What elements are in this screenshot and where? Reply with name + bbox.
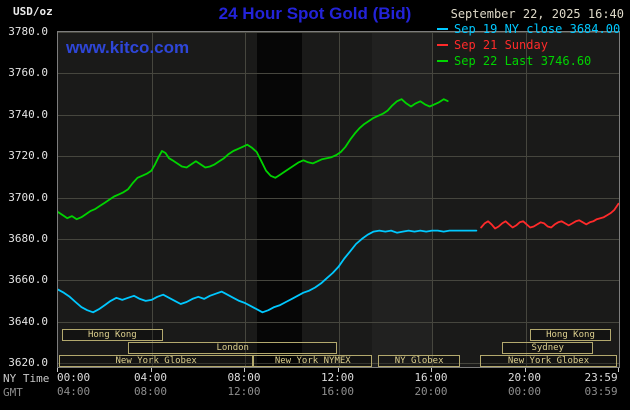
y-axis-tick-label: 3640.0 [8, 314, 48, 328]
market-session-box: London [128, 342, 338, 354]
grid-line-vertical [245, 32, 246, 367]
legend-item: Sep 21 Sunday [437, 37, 620, 53]
x-tick-label-ny: 16:00 [414, 371, 448, 384]
market-session-box: NY Globex [378, 355, 461, 367]
y-axis-tick-label: 3660.0 [8, 273, 48, 287]
price-line-sep19 [58, 229, 478, 314]
legend-item: Sep 22 Last 3746.60 [437, 53, 620, 69]
y-axis-tick-label: 3680.0 [8, 231, 48, 245]
x-tick-label-gmt: 20:00 [414, 385, 448, 398]
y-axis-tick-label: 3760.0 [8, 66, 48, 80]
x-tick-label-ny: 08:00 [227, 371, 261, 384]
grid-line-vertical [432, 32, 433, 367]
y-axis-labels: 3780.0 3760.0 3740.0 3720.0 3700.0 3680.0 3660… [0, 26, 52, 369]
x-axis-tick-mark [244, 368, 245, 372]
x-tick-label-gmt: 04:00 [57, 385, 91, 398]
x-tick-label-ny: 00:00 [57, 371, 91, 384]
x-axis-tick-mark [431, 368, 432, 372]
ny-time-axis-label: NY Time [3, 372, 50, 385]
x-axis-tick-mark [617, 368, 619, 372]
chart-datetime: September 22, 2025 16:40 [450, 7, 624, 21]
grid-line-horizontal [58, 114, 619, 116]
grid-line-horizontal [58, 156, 619, 158]
y-axis-tick-label: 3720.0 [8, 149, 48, 163]
gmt-axis-label: GMT [3, 386, 23, 399]
market-session-box: Sydney [502, 342, 594, 354]
x-tick-label-gmt: 12:00 [227, 385, 261, 398]
x-tick-label-gmt: 00:00 [507, 385, 542, 398]
x-axis-tick-mark [337, 368, 339, 372]
legend-line-marker [437, 28, 448, 30]
x-tick-label-ny: 20:00 [507, 371, 542, 384]
grid-line-vertical [151, 32, 153, 367]
x-tick-label-gmt: 08:00 [133, 385, 168, 398]
grid-line-horizontal [58, 73, 619, 75]
market-session-box: New York Globex [59, 355, 254, 367]
x-axis-tick-mark [524, 368, 526, 372]
x-tick-label-ny: 23:59 [584, 371, 618, 384]
y-axis-tick-label: 3780.0 [8, 25, 48, 38]
y-axis-tick-label: 3740.0 [8, 107, 48, 121]
legend-label: Sep 19 NY close 3684.00 [454, 22, 621, 36]
y-axis-tick-label: 3620.0 [8, 356, 48, 369]
legend-label: Sep 21 Sunday [454, 38, 548, 52]
grid-line-vertical [525, 32, 527, 367]
legend-item: Sep 19 NY close 3684.00 [437, 21, 620, 37]
legend-label: Sep 22 Last 3746.60 [454, 54, 592, 68]
x-tick-label-gmt: 16:00 [320, 385, 355, 398]
market-session-box: Hong Kong [61, 329, 164, 341]
grid-line-horizontal [58, 197, 619, 199]
legend: Sep 19 NY close 3684.00 Sep 21 Sunday Sep … [437, 21, 620, 69]
kitco-url-link[interactable]: www.kitco.com [66, 38, 190, 57]
legend-line-marker [437, 44, 448, 46]
market-session-box: Hong Kong [530, 329, 611, 341]
price-line-sep22 [58, 98, 449, 221]
x-axis-tick-mark [150, 368, 152, 372]
units-label: USD/oz [13, 5, 53, 18]
x-axis-ticks [57, 368, 620, 372]
grid-line-horizontal [58, 238, 619, 240]
grid-line-horizontal [58, 321, 619, 323]
grid-line-horizontal [58, 280, 619, 282]
grid-line-horizontal [58, 363, 619, 364]
x-tick-label-ny: 04:00 [133, 371, 168, 384]
chart-title: 24 Hour Spot Gold (Bid) [218, 4, 412, 23]
market-shade-band [372, 32, 434, 367]
grid-line-vertical [338, 32, 340, 367]
x-tick-label-ny: 12:00 [320, 371, 355, 384]
market-session-box: New York NYMEX [253, 355, 373, 367]
x-axis-labels-gmt: 04:00 08:00 12:00 16:00 20:00 00:00 03:59 [57, 386, 620, 398]
x-axis-tick-mark [57, 368, 58, 372]
price-lines-layer [58, 98, 619, 314]
y-axis-tick-label: 3700.0 [8, 190, 48, 204]
market-session-box: New York Globex [479, 355, 618, 367]
x-axis-labels-ny: 00:00 04:00 08:00 12:00 16:00 20:00 23:59 [57, 372, 620, 384]
grid-line-horizontal [58, 32, 619, 33]
legend-line-marker [437, 60, 448, 62]
x-tick-label-gmt: 03:59 [584, 385, 618, 398]
price-line-sep21 [480, 202, 619, 230]
plot-area: www.kitco.com Hong Kong Hong Kong London Sy… [57, 31, 620, 368]
